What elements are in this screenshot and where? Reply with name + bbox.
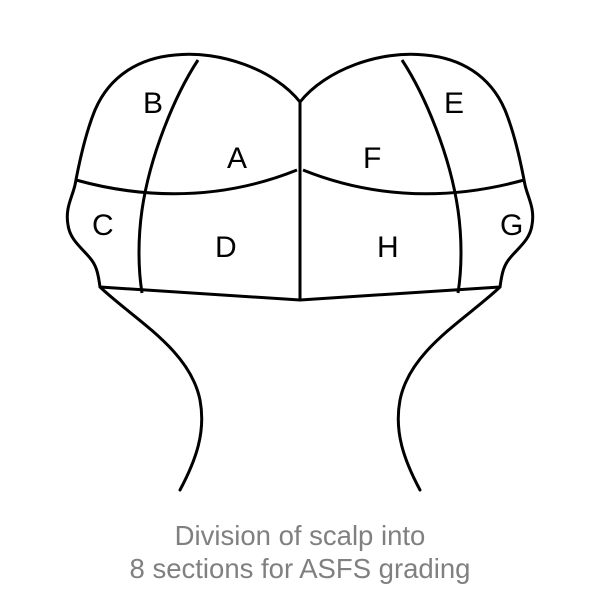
left-horizontal-divider — [76, 170, 297, 194]
label-C: C — [92, 209, 114, 242]
label-D: D — [215, 231, 237, 264]
caption-line-1: Division of scalp into — [175, 520, 426, 551]
label-F: F — [363, 142, 381, 175]
scalp-diagram-svg: A B C D E F G H Division of scalp into 8… — [0, 0, 600, 600]
left-hair-swoop — [100, 287, 202, 490]
label-G: G — [500, 209, 523, 242]
right-hair-swoop — [398, 287, 500, 490]
right-horizontal-divider — [303, 170, 524, 194]
label-B: B — [143, 87, 163, 120]
label-E: E — [444, 87, 464, 120]
label-H: H — [377, 231, 399, 264]
scalp-diagram-container: A B C D E F G H Division of scalp into 8… — [0, 0, 600, 600]
left-lobe-outline — [67, 54, 300, 300]
label-A: A — [227, 142, 247, 175]
caption-line-2: 8 sections for ASFS grading — [130, 553, 471, 584]
right-lobe-outline — [300, 54, 533, 300]
